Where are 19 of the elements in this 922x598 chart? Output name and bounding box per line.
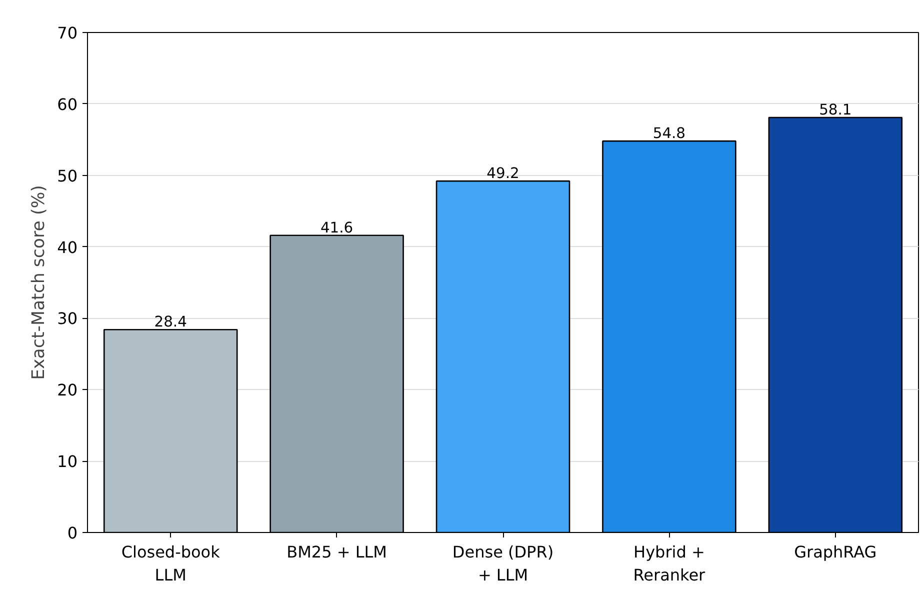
y-tick-label: 60 <box>57 94 78 114</box>
x-tick-label: BM25 + LLM <box>286 542 387 562</box>
data-label: 41.6 <box>320 219 354 236</box>
y-tick-label: 20 <box>57 380 78 400</box>
y-tick-label: 30 <box>57 309 78 328</box>
y-tick-label: 40 <box>57 238 78 257</box>
y-tick-label: 70 <box>57 24 78 42</box>
x-tick-label: Dense (DPR) + LLM <box>452 542 554 584</box>
x-tick-label: Hybrid + Reranker <box>633 542 706 584</box>
y-tick-label: 50 <box>57 166 78 186</box>
data-label: 54.8 <box>652 125 686 142</box>
x-tick-label: Closed-book LLM <box>121 542 221 584</box>
y-tick-label: 0 <box>67 524 78 542</box>
y-tick-label: 10 <box>57 452 78 472</box>
data-label: 49.2 <box>486 165 520 182</box>
x-tick-label: GraphRAG <box>794 542 877 562</box>
data-label: 58.1 <box>819 102 852 118</box>
data-label: 28.4 <box>154 314 187 331</box>
y-axis-title: Exact-Match score (%) <box>29 185 50 380</box>
